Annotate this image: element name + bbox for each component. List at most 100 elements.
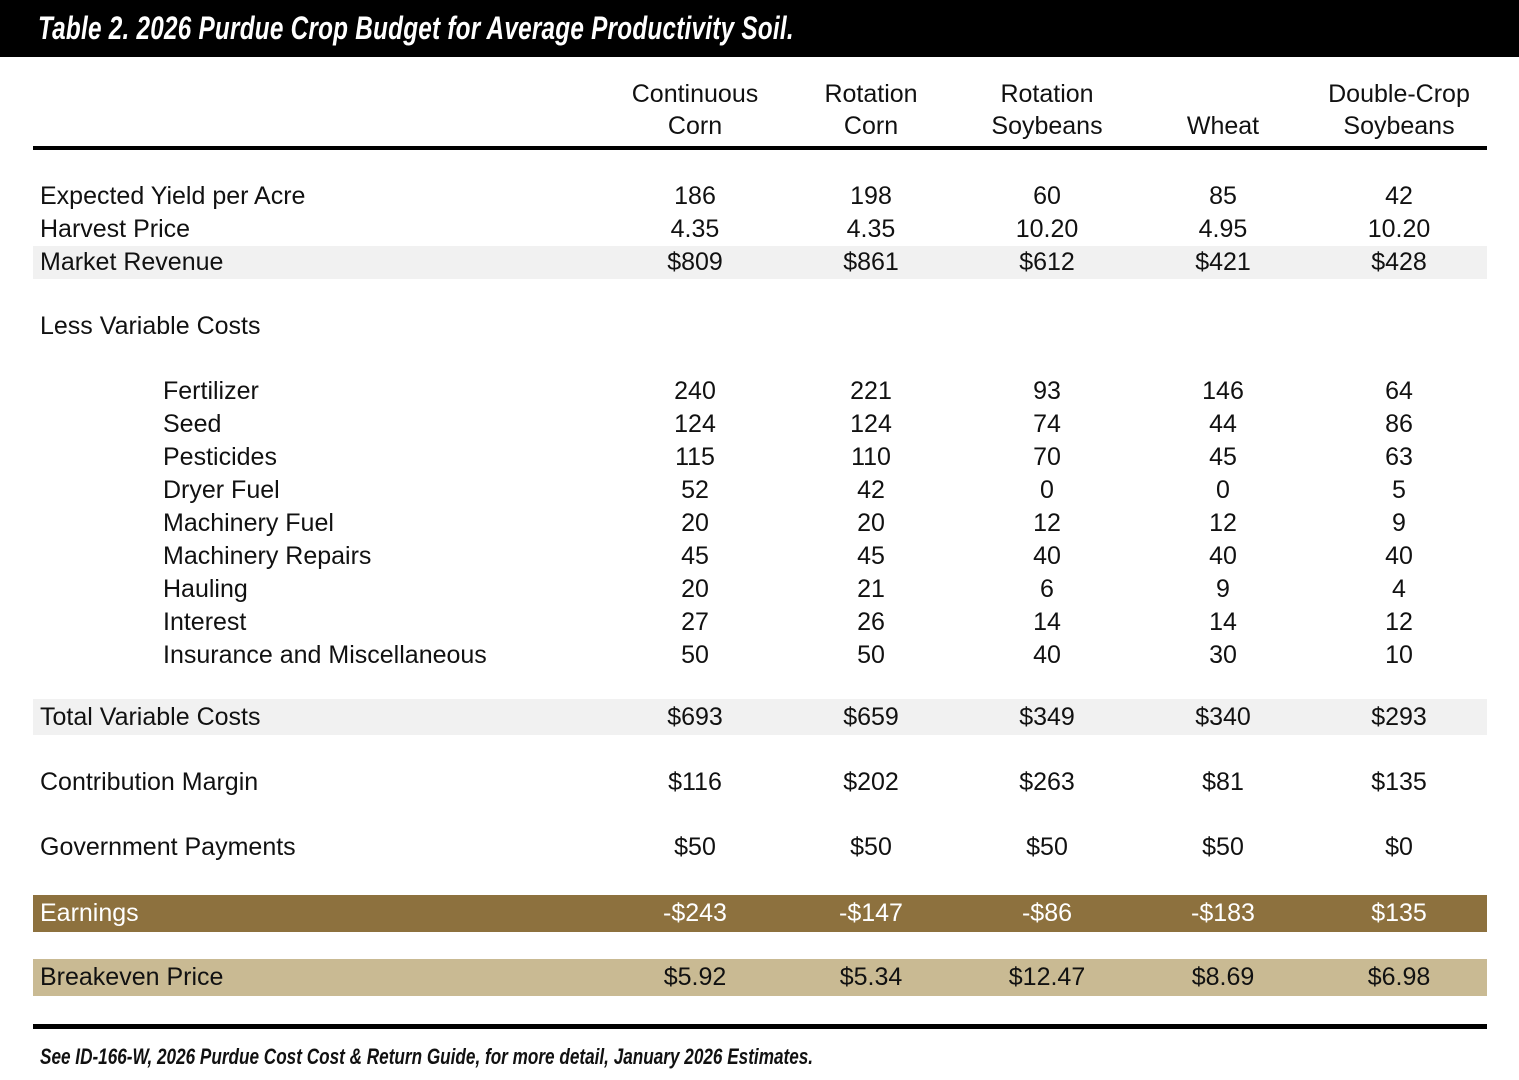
value-cell: 21 [857, 575, 885, 603]
row-hauling: Hauling 20 21 6 9 4 [33, 573, 1487, 606]
row-label: Fertilizer [163, 377, 259, 405]
row-section-less-variable-costs: Less Variable Costs [33, 310, 1487, 343]
column-header-line: Corn [843, 112, 899, 140]
column-header-line: Soybeans [1343, 112, 1455, 140]
value-cell: 85 [1209, 182, 1237, 210]
row-harvest-price: Harvest Price 4.35 4.35 10.20 4.95 10.20 [33, 213, 1487, 246]
value-cell: 64 [1385, 377, 1413, 405]
value-cell: $421 [1195, 248, 1251, 276]
value-cell: $293 [1371, 702, 1427, 731]
column-header-line: Soybeans [991, 112, 1103, 140]
column-header-line: Rotation [1000, 80, 1094, 108]
value-cell: $0 [1385, 833, 1413, 861]
row-fertilizer: Fertilizer 240 221 93 146 64 [33, 375, 1487, 408]
row-seed: Seed 124 124 74 44 86 [33, 408, 1487, 441]
row-insurance-miscellaneous: Insurance and Miscellaneous 50 50 40 30 … [33, 639, 1487, 672]
value-cell: 14 [1209, 608, 1237, 636]
value-cell: -$243 [663, 899, 727, 927]
value-cell: 20 [681, 509, 709, 537]
value-cell: 9 [1392, 509, 1406, 537]
value-cell: $612 [1019, 248, 1075, 276]
row-label: Dryer Fuel [163, 476, 280, 504]
value-cell: 5 [1392, 476, 1406, 504]
value-cell: 52 [681, 476, 709, 504]
row-interest: Interest 27 26 14 14 12 [33, 606, 1487, 639]
value-cell: 63 [1385, 443, 1413, 471]
column-header-rotation-corn: Rotation Corn [783, 78, 959, 142]
value-cell: 60 [1033, 182, 1061, 210]
value-cell: 45 [857, 542, 885, 570]
value-cell: $263 [1019, 768, 1075, 796]
value-cell: 70 [1033, 443, 1061, 471]
value-cell: 40 [1385, 542, 1413, 570]
value-cell: $50 [1202, 833, 1244, 861]
value-cell: -$147 [839, 899, 903, 927]
row-earnings: Earnings -$243 -$147 -$86 -$183 $135 [33, 895, 1487, 932]
value-cell: $659 [843, 702, 899, 731]
value-cell: 186 [674, 182, 716, 210]
column-header-wheat: Wheat [1135, 110, 1311, 142]
table-title: Table 2. 2026 Purdue Crop Budget for Ave… [38, 10, 794, 46]
value-cell: 12 [1385, 608, 1413, 636]
value-cell: 27 [681, 608, 709, 636]
column-header-line: Continuous [631, 80, 759, 108]
column-header-line: Rotation [824, 80, 918, 108]
value-cell: $135 [1371, 899, 1427, 927]
value-cell: 44 [1209, 410, 1237, 438]
row-label: Total Variable Costs [40, 702, 261, 731]
value-cell: 42 [1385, 182, 1413, 210]
value-cell: 86 [1385, 410, 1413, 438]
row-label: Interest [163, 608, 247, 636]
column-header-line: Double-Crop [1328, 80, 1470, 108]
value-cell: 6 [1040, 575, 1054, 603]
value-cell: $809 [667, 248, 723, 276]
value-cell: $861 [843, 248, 899, 276]
value-cell: 50 [857, 641, 885, 669]
value-cell: $12.47 [1008, 963, 1086, 991]
value-cell: $116 [668, 768, 722, 796]
value-cell: 221 [850, 377, 892, 405]
value-cell: 50 [681, 641, 709, 669]
value-cell: 4.35 [670, 215, 720, 243]
row-breakeven-price: Breakeven Price $5.92 $5.34 $12.47 $8.69… [33, 959, 1487, 996]
value-cell: 110 [851, 443, 891, 471]
value-cell: 40 [1033, 641, 1061, 669]
section-label: Less Variable Costs [40, 312, 261, 340]
value-cell: $81 [1202, 768, 1244, 796]
value-cell: 10.20 [1367, 215, 1431, 243]
row-government-payments: Government Payments $50 $50 $50 $50 $0 [33, 831, 1487, 864]
value-cell: 12 [1033, 509, 1061, 537]
value-cell: 10 [1385, 641, 1413, 669]
value-cell: 4.95 [1198, 215, 1248, 243]
row-label: Pesticides [163, 443, 277, 471]
value-cell: 9 [1216, 575, 1230, 603]
row-label: Insurance and Miscellaneous [163, 641, 487, 669]
row-label: Machinery Repairs [163, 542, 372, 570]
value-cell: $50 [850, 833, 892, 861]
value-cell: 93 [1033, 377, 1061, 405]
row-label: Hauling [163, 575, 248, 603]
row-label: Expected Yield per Acre [40, 182, 306, 210]
row-machinery-repairs: Machinery Repairs 45 45 40 40 40 [33, 540, 1487, 573]
row-label: Breakeven Price [40, 963, 224, 991]
value-cell: $349 [1019, 702, 1075, 731]
row-label: Market Revenue [40, 248, 224, 276]
footer-divider [33, 1024, 1487, 1029]
value-cell: 14 [1033, 608, 1061, 636]
value-cell: 10.20 [1015, 215, 1079, 243]
column-header-row: Continuous Corn Rotation Corn Rotation S… [33, 57, 1487, 150]
value-cell: 0 [1040, 476, 1054, 504]
value-cell: 42 [857, 476, 885, 504]
value-cell: 4.35 [846, 215, 896, 243]
value-cell: 124 [850, 410, 892, 438]
value-cell: 20 [857, 509, 885, 537]
column-header-rotation-soybeans: Rotation Soybeans [959, 78, 1135, 142]
column-header-continuous-corn: Continuous Corn [607, 78, 783, 142]
row-label: Harvest Price [40, 215, 191, 243]
value-cell: 45 [1209, 443, 1237, 471]
value-cell: 0 [1216, 476, 1230, 504]
value-cell: -$183 [1191, 899, 1255, 927]
value-cell: $50 [1026, 833, 1068, 861]
row-label: Contribution Margin [40, 768, 259, 796]
